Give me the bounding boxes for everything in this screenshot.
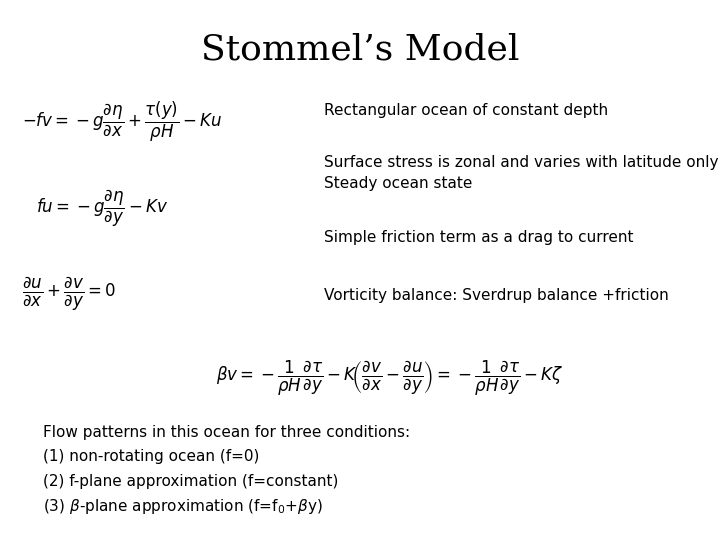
Text: $-fv = -g\dfrac{\partial \eta}{\partial x}+\dfrac{\tau(y)}{\rho H}-Ku$: $-fv = -g\dfrac{\partial \eta}{\partial … [22,99,222,144]
Text: Stommel’s Model: Stommel’s Model [201,32,519,66]
Text: $\beta v = -\dfrac{1}{\rho H}\dfrac{\partial \tau}{\partial y} - K\!\left(\dfrac: $\beta v = -\dfrac{1}{\rho H}\dfrac{\par… [216,359,564,397]
Text: Simple friction term as a drag to current: Simple friction term as a drag to curren… [324,230,634,245]
Text: (3) $\beta$-plane approximation (f=f$_0$+$\beta$y): (3) $\beta$-plane approximation (f=f$_0$… [43,497,323,516]
Text: $fu=-g\dfrac{\partial \eta}{\partial y}-Kv$: $fu=-g\dfrac{\partial \eta}{\partial y}-… [36,187,168,228]
Text: Rectangular ocean of constant depth: Rectangular ocean of constant depth [324,103,608,118]
Text: Flow patterns in this ocean for three conditions:: Flow patterns in this ocean for three co… [43,424,410,440]
Text: (2) f-plane approximation (f=constant): (2) f-plane approximation (f=constant) [43,474,338,489]
Text: Surface stress is zonal and varies with latitude only: Surface stress is zonal and varies with … [324,154,719,170]
Text: Steady ocean state: Steady ocean state [324,176,472,191]
Text: (1) non-rotating ocean (f=0): (1) non-rotating ocean (f=0) [43,449,260,464]
Text: Vorticity balance: Sverdrup balance +friction: Vorticity balance: Sverdrup balance +fri… [324,288,669,303]
Text: $\dfrac{\partial u}{\partial x}+\dfrac{\partial v}{\partial y}=0$: $\dfrac{\partial u}{\partial x}+\dfrac{\… [22,275,116,313]
